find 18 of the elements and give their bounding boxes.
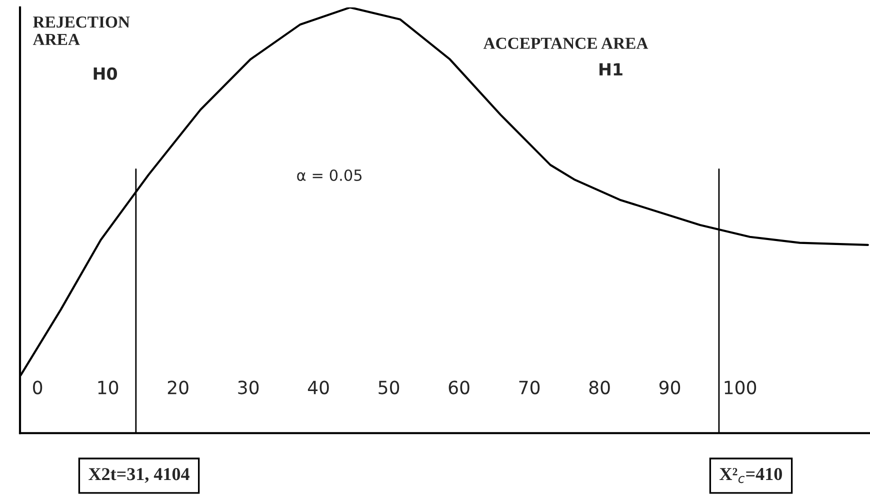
annotation: H1 <box>600 63 622 76</box>
x-tick-label: 60 <box>448 380 470 394</box>
x-tick-label: 70 <box>519 380 540 394</box>
text: X²$_{c}$=410 <box>720 468 782 484</box>
x-tick-label: 80 <box>589 380 610 394</box>
x-tick-label: 50 <box>378 380 400 394</box>
annotation: ACCEPTANCE AREA <box>483 38 648 49</box>
annotation: H0 <box>94 67 118 80</box>
annotation: REJECTION AREA <box>32 16 130 45</box>
x-tick-label: 10 <box>98 380 118 394</box>
x-tick-label: 40 <box>308 380 329 394</box>
x-tick-label: 0 <box>33 380 42 394</box>
x-tick-label: 20 <box>168 380 188 394</box>
x-tick-label: 90 <box>659 380 680 394</box>
annotation: α = 0.05 <box>297 169 362 182</box>
text: X2t=31, 4104 <box>88 468 190 483</box>
x-tick-label: 30 <box>238 380 259 394</box>
x-tick-label: 100 <box>724 380 756 394</box>
